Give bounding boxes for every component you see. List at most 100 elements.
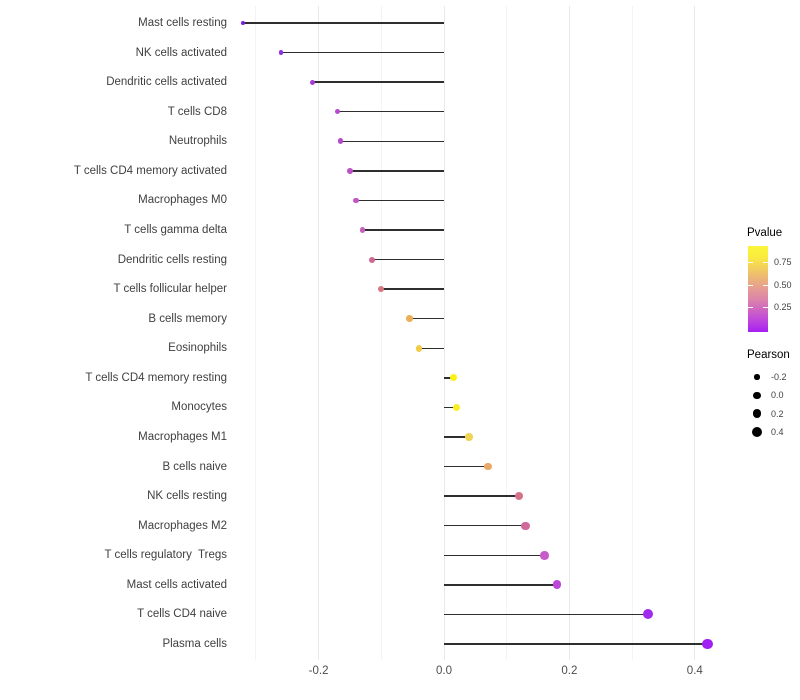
lollipop-stem bbox=[444, 643, 708, 645]
lollipop-dot bbox=[368, 256, 375, 263]
pearson-legend-label: 0.0 bbox=[771, 390, 784, 401]
x-axis-tick-label: 0.0 bbox=[436, 665, 452, 677]
pearson-legend-label: 0.2 bbox=[771, 408, 784, 419]
major-gridline bbox=[318, 6, 320, 660]
lollipop-stem bbox=[356, 199, 444, 202]
lollipop-dot bbox=[334, 108, 341, 115]
category-label: Mast cells activated bbox=[126, 578, 227, 591]
lollipop-dot bbox=[540, 551, 549, 560]
category-label: Macrophages M2 bbox=[138, 519, 227, 532]
lollipop-dot bbox=[701, 638, 713, 650]
pearson-legend-dot bbox=[753, 391, 761, 399]
category-label: Neutrophils bbox=[168, 135, 227, 148]
category-label: T cells regulatory Tregs bbox=[104, 549, 227, 562]
category-label: NK cells resting bbox=[147, 490, 227, 503]
lollipop-stem bbox=[312, 81, 444, 83]
lollipop-dot bbox=[337, 138, 344, 145]
category-label: T cells gamma delta bbox=[124, 223, 227, 236]
category-label: NK cells activated bbox=[135, 46, 227, 59]
category-label: Mast cells resting bbox=[138, 17, 227, 29]
pearson-legend-title: Pearson bbox=[747, 349, 790, 361]
lollipop-dot bbox=[347, 167, 353, 174]
minor-gridline bbox=[380, 6, 382, 660]
lollipop-stem bbox=[418, 347, 444, 349]
minor-gridline bbox=[506, 6, 508, 660]
major-gridline bbox=[443, 6, 445, 660]
colorbar-tick-mark bbox=[763, 306, 768, 308]
category-label: Monocytes bbox=[171, 401, 227, 414]
lollipop-dot bbox=[449, 374, 457, 382]
lollipop-dot bbox=[359, 227, 366, 233]
lollipop-stem bbox=[409, 318, 444, 320]
lollipop-dot bbox=[309, 79, 315, 85]
category-label: Plasma cells bbox=[162, 637, 227, 650]
lollipop-dot bbox=[415, 344, 423, 352]
lollipop-stem bbox=[444, 377, 454, 379]
lollipop-dot bbox=[241, 20, 246, 26]
pvalue-legend-title: Pvalue bbox=[747, 227, 783, 239]
pearson-legend-dot bbox=[751, 426, 763, 438]
pearson-legend-label: 0.4 bbox=[771, 426, 784, 437]
minor-gridline bbox=[631, 6, 633, 660]
lollipop-stem bbox=[381, 288, 444, 290]
category-label: B cells naive bbox=[162, 460, 227, 473]
lollipop-dot bbox=[484, 462, 492, 471]
colorbar-tick-mark bbox=[763, 262, 768, 264]
category-label: T cells CD8 bbox=[167, 105, 227, 118]
major-gridline bbox=[694, 6, 696, 660]
lollipop-stem bbox=[444, 554, 545, 556]
x-axis-tick-label: 0.2 bbox=[561, 665, 578, 677]
colorbar-tick-mark bbox=[748, 306, 753, 308]
category-label: Dendritic cells resting bbox=[117, 253, 227, 266]
lollipop-stem bbox=[444, 525, 526, 527]
plot-panel bbox=[232, 6, 724, 660]
x-axis-tick-label: 0.4 bbox=[686, 665, 703, 677]
pearson-legend-dot bbox=[754, 374, 760, 380]
category-label: Eosinophils bbox=[168, 342, 227, 355]
lollipop-dot bbox=[452, 403, 461, 412]
lollipop-stem bbox=[444, 495, 520, 497]
lollipop-dot bbox=[278, 50, 284, 55]
lollipop-dot bbox=[378, 286, 385, 293]
colorbar-tick-mark bbox=[748, 262, 753, 264]
pearson-legend-dot bbox=[752, 409, 762, 419]
category-label: T cells CD4 naive bbox=[137, 608, 227, 621]
lollipop-stem bbox=[349, 170, 444, 172]
lollipop-stem bbox=[444, 584, 557, 586]
category-label: Macrophages M0 bbox=[138, 194, 227, 207]
pvalue-colorbar bbox=[748, 246, 768, 332]
lollipop-dot bbox=[406, 315, 413, 322]
lollipop-stem bbox=[362, 229, 444, 231]
pearson-legend-label: -0.2 bbox=[771, 372, 787, 382]
major-gridline bbox=[568, 6, 570, 660]
category-label: T cells CD4 memory resting bbox=[85, 371, 227, 384]
lollipop-stem bbox=[337, 111, 444, 113]
colorbar-tick-mark bbox=[763, 284, 768, 286]
lollipop-stem bbox=[444, 613, 648, 616]
colorbar-tick-mark bbox=[748, 284, 753, 286]
minor-gridline bbox=[255, 6, 257, 660]
lollipop-stem bbox=[444, 436, 470, 438]
category-label: B cells memory bbox=[148, 312, 227, 325]
lollipop-stem bbox=[243, 22, 444, 24]
lollipop-dot bbox=[515, 492, 524, 501]
lollipop-dot bbox=[521, 521, 530, 530]
lollipop-stem bbox=[444, 406, 457, 409]
lollipop-dot bbox=[353, 197, 360, 204]
colorbar-tick-label: 0.50 bbox=[774, 279, 792, 290]
lollipop-stem bbox=[340, 140, 444, 142]
category-label: T cells follicular helper bbox=[113, 283, 227, 296]
lollipop-stem bbox=[371, 258, 444, 261]
lollipop-stem bbox=[280, 51, 444, 54]
lollipop-stem bbox=[444, 465, 488, 468]
lollipop-dot bbox=[552, 580, 562, 590]
lollipop-dot bbox=[642, 609, 653, 620]
category-label: Macrophages M1 bbox=[138, 430, 227, 443]
colorbar-tick-label: 0.25 bbox=[774, 301, 792, 312]
colorbar-tick-label: 0.75 bbox=[774, 257, 792, 268]
category-label: Dendritic cells activated bbox=[106, 76, 227, 89]
lollipop-dot bbox=[465, 433, 473, 441]
x-axis-tick-label: -0.2 bbox=[308, 665, 329, 677]
category-label: T cells CD4 memory activated bbox=[73, 164, 227, 177]
